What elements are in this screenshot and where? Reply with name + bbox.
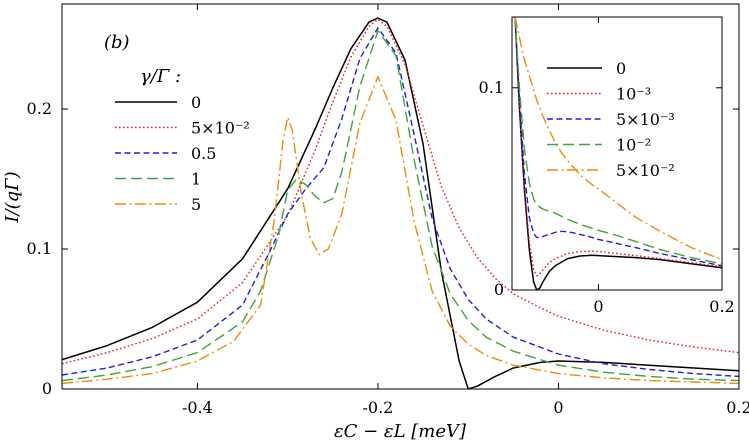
main-plot: -0.4 -0.2 0 0.2 0 0.1 0.2 γ/Γ : 0 5×10⁻² 0.5 1 5 (b) ε… xyxy=(2,3,749,442)
inset-xtick-label: 0.2 xyxy=(709,297,734,316)
inset-plot: 0 0.2 0 0.1 0 10⁻³ 5×10⁻³ 10⁻² 5×10⁻² xyxy=(479,16,735,316)
main-legend-label-0: 0 xyxy=(191,93,201,112)
inset-background xyxy=(512,17,722,290)
inset-series-line-0 xyxy=(514,17,722,290)
main-ytick-label: 0.1 xyxy=(27,239,52,258)
main-series-line-2 xyxy=(62,27,739,378)
main-legend: γ/Γ : 0 5×10⁻² 0.5 1 5 xyxy=(115,66,250,214)
main-legend-label-4: 5 xyxy=(191,195,201,214)
inset-legend-label-0: 0 xyxy=(616,59,626,78)
y-axis-label: I/(qΓ) xyxy=(2,171,23,223)
main-frame xyxy=(61,3,740,390)
inset-legend-label-2: 5×10⁻³ xyxy=(616,110,675,129)
main-xtick-label: 0.2 xyxy=(726,398,749,417)
inset-legend-label-1: 10⁻³ xyxy=(616,85,651,104)
main-xtick-label: 0 xyxy=(553,398,563,417)
inset-series-line-3 xyxy=(514,17,722,265)
main-legend-label-3: 1 xyxy=(191,170,201,189)
main-series-line-3 xyxy=(62,29,739,382)
main-series-line-4 xyxy=(62,76,739,385)
inset-xtick-label: 0 xyxy=(593,297,603,316)
main-ytick-label: 0 xyxy=(42,379,52,398)
inset-legend: 0 10⁻³ 5×10⁻³ 10⁻² 5×10⁻² xyxy=(547,59,675,180)
panel-label: (b) xyxy=(104,32,130,53)
main-legend-label-1: 5×10⁻² xyxy=(191,119,250,138)
main-xtick-label: -0.4 xyxy=(182,398,213,417)
main-legend-title: γ/Γ : xyxy=(140,66,181,87)
inset-ytick-label: 0 xyxy=(494,280,504,299)
main-xtick-label: -0.2 xyxy=(363,398,394,417)
main-series-line-1 xyxy=(62,18,739,365)
inset-series-line-2 xyxy=(514,17,722,267)
inset-series-group xyxy=(514,17,722,290)
x-axis-label: εC − εL [meV] xyxy=(334,421,467,442)
main-series-group xyxy=(62,17,739,389)
main-ytick-label: 0.2 xyxy=(27,99,52,118)
inset-legend-label-4: 5×10⁻² xyxy=(616,161,675,180)
inset-series-line-1 xyxy=(514,17,722,277)
inset-series-line-4 xyxy=(514,17,722,261)
inset-frame xyxy=(511,16,723,291)
inset-ytick-label: 0.1 xyxy=(479,78,504,97)
main-legend-label-2: 0.5 xyxy=(191,144,216,163)
main-series-line-0 xyxy=(62,17,739,389)
inset-legend-label-3: 10⁻² xyxy=(616,136,651,155)
